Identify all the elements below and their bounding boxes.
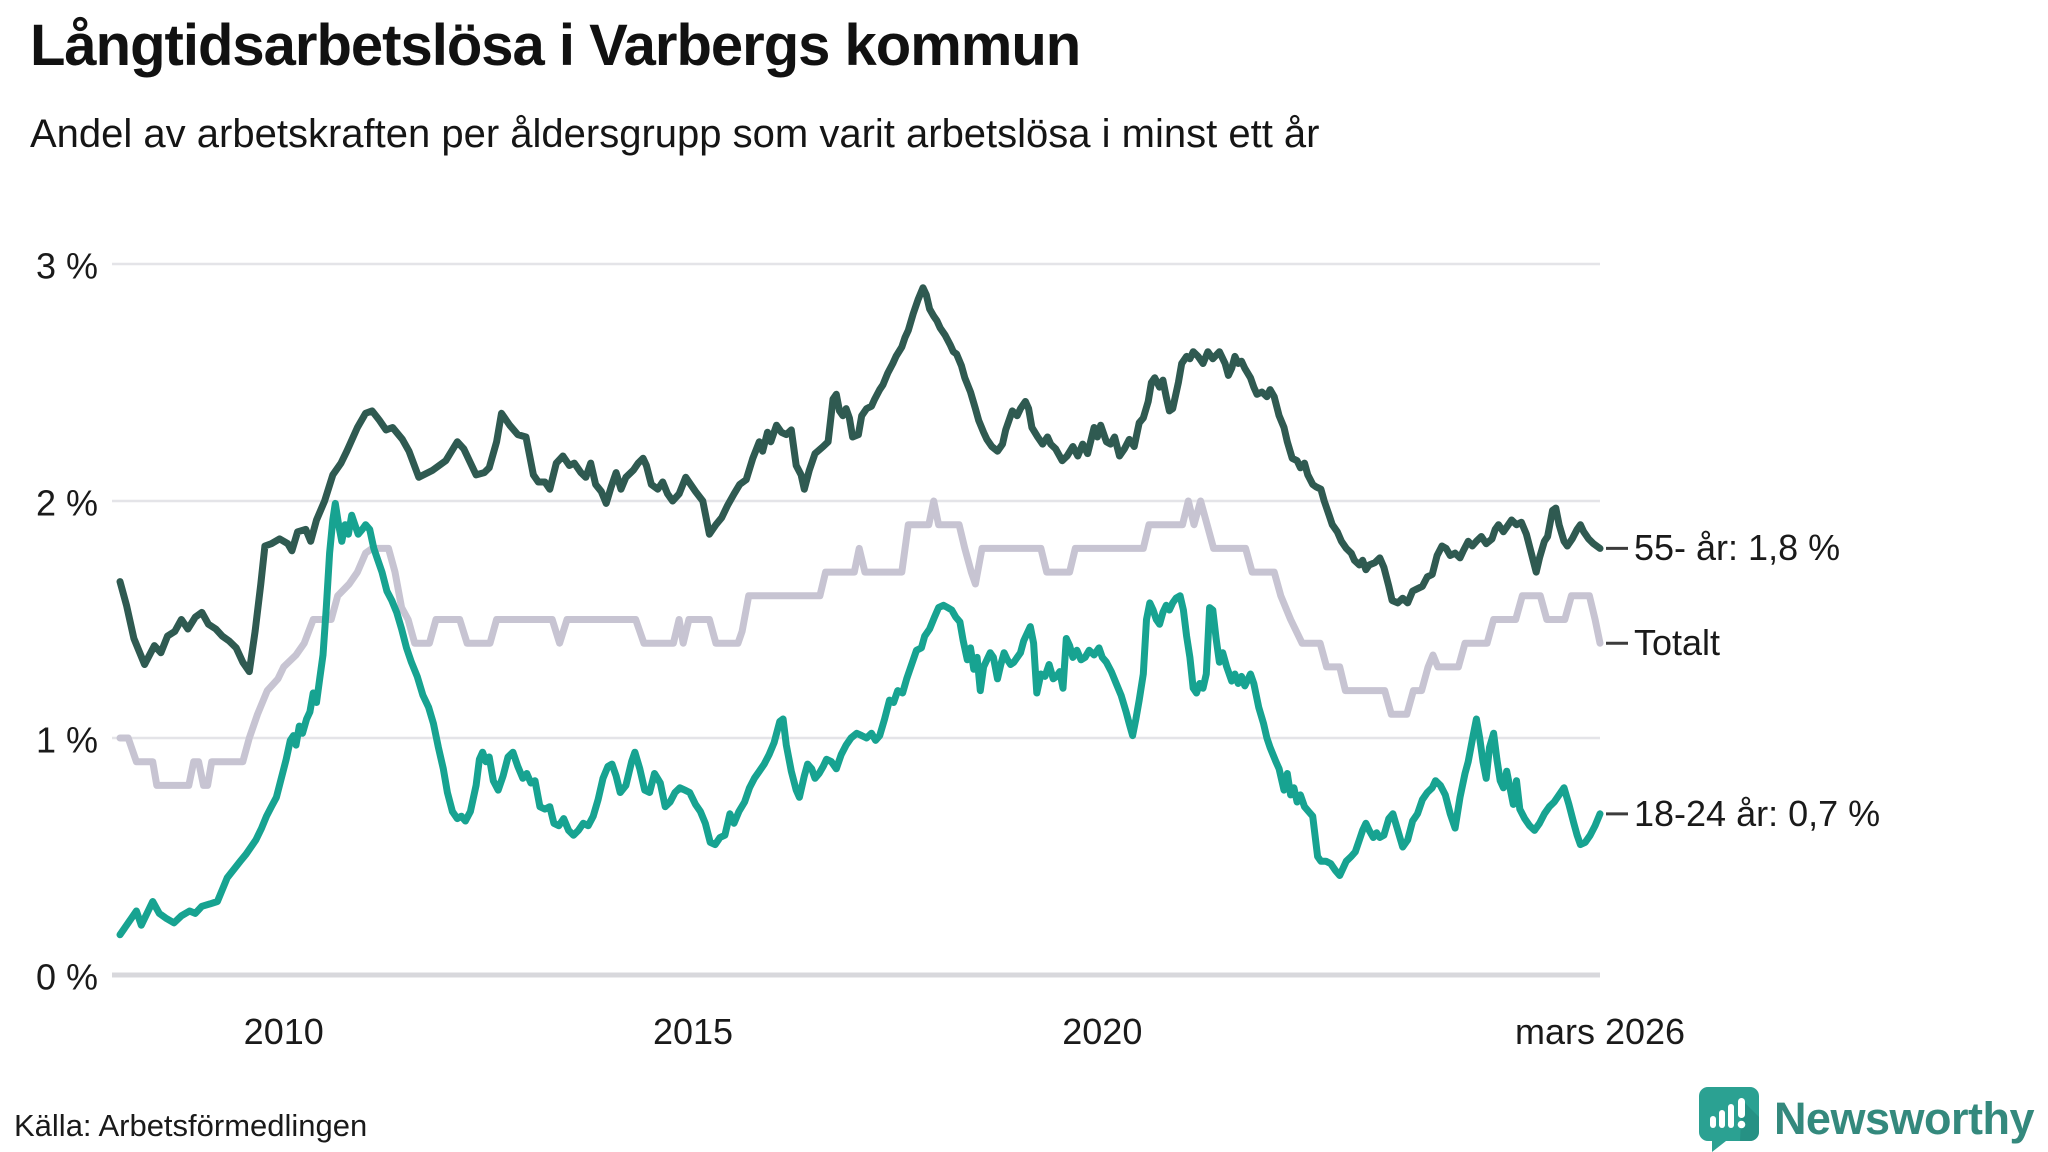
end-label-18-24-ar: 18-24 år: 0,7 %: [1634, 792, 1881, 834]
chart-subtitle: Andel av arbetskraften per åldersgrupp s…: [30, 112, 1320, 156]
source-note: Källa: Arbetsförmedlingen: [14, 1108, 368, 1143]
brand-logo: Newsworthy: [1698, 1086, 2035, 1152]
y-tick-label: 0 %: [36, 957, 98, 998]
end-label-55-ar: 55- år: 1,8 %: [1634, 527, 1841, 569]
newsworthy-bubble-icon: [1698, 1087, 1759, 1152]
series-line-55-r: [116, 284, 1604, 676]
end-label-totalt: Totalt: [1634, 622, 1721, 664]
y-tick-label: 3 %: [36, 246, 98, 287]
x-tick-label: 2015: [653, 1011, 733, 1052]
page-title: Långtidsarbetslösa i Varbergs kommun: [30, 13, 1081, 78]
y-tick-label: 2 %: [36, 483, 98, 524]
y-tick-label: 1 %: [36, 720, 98, 761]
series-line-18-24-r: [116, 499, 1604, 939]
x-tick-label: 2010: [244, 1011, 324, 1052]
brand-wordmark: Newsworthy: [1773, 1093, 2035, 1144]
x-tick-label: mars 2026: [1515, 1011, 1685, 1052]
series-line-totalt: [116, 497, 1604, 789]
x-tick-label: 2020: [1062, 1011, 1142, 1052]
